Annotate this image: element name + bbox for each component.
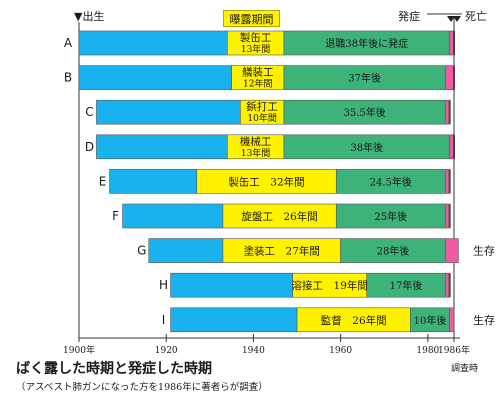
exposure-job-B: 艤装工	[242, 66, 274, 79]
row-label-A: A	[64, 36, 73, 50]
bar-pre-exposure-D	[96, 134, 228, 160]
x-tick-label-1920: 1920	[155, 346, 178, 356]
bar-exposure-H	[292, 272, 368, 298]
latency-text-G: 28年後	[377, 245, 410, 258]
x-tick-label-1960: 1960	[329, 346, 352, 356]
death-legend: 死亡	[465, 10, 487, 23]
chart-subtitle: （アスベスト肺ガンになった方を1986年に著者らが調査）	[16, 382, 268, 393]
bar-latency-E	[335, 169, 446, 194]
chart-title: ばく露した時期と発症した時期	[16, 361, 212, 377]
bar-pre-exposure-I	[170, 307, 298, 333]
latency-text-D: 38年後	[350, 141, 383, 154]
exposure-duration-B: 12年間	[243, 78, 272, 90]
bar-pre-exposure-A	[78, 30, 228, 56]
exposure-text-E: 製缶工 32年間	[228, 175, 304, 188]
bar-exposure-G	[222, 238, 341, 263]
row-F	[122, 203, 451, 229]
exposure-text-H: 溶接工 19年間	[292, 279, 368, 292]
bar-exposure-B	[231, 65, 285, 90]
bar-pre-exposure-E	[109, 169, 198, 194]
exposure-duration-C: 10年間	[247, 112, 276, 124]
alive-label-G: 生存	[473, 244, 495, 258]
latency-text-A: 退職38年後に発症	[325, 37, 408, 50]
bar-pre-exposure-G	[148, 238, 224, 263]
bar-pre-exposure-H	[170, 272, 293, 298]
bar-latency-H	[366, 272, 446, 298]
latency-text-H: 17年後	[390, 279, 423, 292]
row-D	[96, 134, 455, 160]
bar-latency-D	[283, 134, 450, 160]
row-label-B: B	[64, 71, 72, 85]
exposure-text-F: 旋盤工 26年間	[241, 210, 317, 223]
row-label-C: C	[85, 105, 93, 119]
row-label-D: D	[85, 140, 94, 154]
x-tick-label-1980: 1980	[416, 346, 439, 356]
latency-text-C: 35.5年後	[343, 106, 385, 119]
exposure-duration-D: 13年間	[241, 147, 270, 159]
onset-arrow-icon	[447, 16, 455, 22]
bar-latency-F	[335, 203, 446, 229]
latency-text-F: 25年後	[374, 210, 407, 223]
bar-exposure-C	[240, 99, 285, 125]
bar-exposure-E	[196, 169, 337, 194]
bar-pre-exposure-B	[78, 65, 232, 90]
row-label-I: I	[162, 313, 166, 327]
exposure-job-D: 機械工	[240, 135, 272, 148]
row-A	[78, 30, 455, 56]
latency-text-I: 10年後	[414, 314, 447, 327]
exposure-job-A: 製缶工	[240, 31, 272, 44]
row-label-E: E	[99, 174, 107, 188]
onset-legend: 発症	[398, 10, 420, 23]
exposure-legend: 曝露期間	[223, 10, 280, 27]
row-label-F: F	[112, 209, 119, 223]
x-tick-label-1900: 1900年	[63, 344, 95, 356]
row-label-G: G	[137, 244, 146, 258]
row-C	[96, 99, 451, 125]
x-tick-label-1940: 1940	[242, 346, 265, 356]
row-E	[109, 169, 451, 194]
bar-post-onset-I	[449, 307, 455, 333]
exposure-text-I: 監督 26年間	[321, 314, 387, 327]
exposure-duration-A: 13年間	[241, 43, 270, 55]
latency-text-B: 37年後	[348, 72, 381, 85]
bar-exposure-D	[226, 134, 285, 160]
bar-latency-G	[340, 238, 446, 263]
exposure-job-C: 鋲打工	[246, 100, 278, 113]
bar-latency-B	[283, 65, 446, 90]
row-G	[148, 238, 459, 263]
row-I	[170, 307, 455, 333]
row-H	[170, 272, 451, 298]
x-tick-label-1986: 1986年	[438, 344, 470, 356]
bar-post-onset-B	[444, 65, 455, 90]
row-label-H: H	[159, 278, 168, 292]
bars-layer	[78, 30, 459, 333]
bar-post-onset-G	[444, 238, 459, 263]
birth-legend: ▼出生	[74, 10, 105, 23]
row-B	[78, 65, 455, 90]
survey-time-label: 調査時	[451, 364, 479, 374]
death-arrow-icon	[453, 16, 461, 22]
latency-text-E: 24.5年後	[370, 175, 412, 188]
bar-exposure-I	[296, 307, 411, 333]
alive-label-I: 生存	[473, 313, 495, 327]
bar-pre-exposure-C	[96, 99, 241, 125]
bar-pre-exposure-F	[122, 203, 224, 229]
exposure-text-G: 塗装工 27年間	[244, 245, 320, 258]
